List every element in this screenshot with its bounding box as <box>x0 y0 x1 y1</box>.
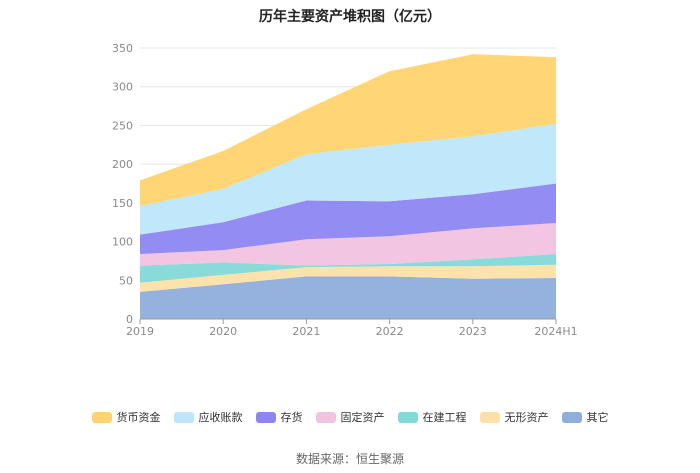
y-tick-label: 50 <box>119 274 133 287</box>
y-tick-label: 100 <box>112 236 133 249</box>
y-tick-label: 300 <box>112 81 133 94</box>
stacked-area-chart: 0 50 100 150 200 250 300 350 2019 2020 2021 2022 202… <box>112 42 578 338</box>
x-tick-label: 2023 <box>459 325 487 338</box>
area-无形资产 <box>140 264 556 292</box>
area-存货 <box>140 183 556 254</box>
legend-swatch <box>315 411 336 423</box>
legend-item[interactable]: 应收账款 <box>173 409 243 425</box>
area-货币资金 <box>140 54 556 207</box>
area-其它 <box>140 276 556 319</box>
legend-swatch <box>173 411 194 423</box>
y-tick-label: 200 <box>112 158 133 171</box>
x-tick-label: 2020 <box>209 325 237 338</box>
legend-label: 其它 <box>586 411 609 424</box>
area-series <box>140 54 556 319</box>
legend-item[interactable]: 其它 <box>561 409 609 425</box>
legend-label: 存货 <box>280 411 303 424</box>
legend-label: 应收账款 <box>198 411 243 424</box>
chart-title: 历年主要资产堆积图（亿元） <box>259 9 441 25</box>
legend-item[interactable]: 无形资产 <box>479 409 549 425</box>
x-tick-label: 2019 <box>126 325 154 338</box>
area-在建工程 <box>140 254 556 283</box>
legend-label: 在建工程 <box>422 411 467 424</box>
legend-label: 无形资产 <box>504 411 549 424</box>
x-tick-label: 2024H1 <box>534 325 577 338</box>
legend-swatch <box>91 411 112 423</box>
legend-label: 货币资金 <box>116 411 161 424</box>
legend-swatch <box>397 411 418 423</box>
legend-swatch <box>561 411 582 423</box>
legend: 货币资金 应收账款 存货 固定资产 在建工程 无形资产 其它 <box>0 409 700 425</box>
legend-item[interactable]: 存货 <box>255 409 303 425</box>
legend-item[interactable]: 在建工程 <box>397 409 467 425</box>
legend-swatch <box>255 411 276 423</box>
y-tick-label: 250 <box>112 119 133 132</box>
y-tick-label: 0 <box>126 313 133 326</box>
legend-swatch <box>479 411 500 423</box>
legend-label: 固定资产 <box>340 411 385 424</box>
y-tick-label: 150 <box>112 197 133 210</box>
y-tick-label: 350 <box>112 42 133 55</box>
data-source: 数据来源：恒生聚源 <box>295 452 404 466</box>
x-tick-label: 2021 <box>292 325 320 338</box>
axes: 0 50 100 150 200 250 300 350 2019 2020 2021 2022 202… <box>112 42 578 338</box>
legend-item[interactable]: 货币资金 <box>91 409 161 425</box>
x-tick-label: 2022 <box>376 325 404 338</box>
area-固定资产 <box>140 223 556 266</box>
legend-item[interactable]: 固定资产 <box>315 409 385 425</box>
area-应收账款 <box>140 123 556 235</box>
